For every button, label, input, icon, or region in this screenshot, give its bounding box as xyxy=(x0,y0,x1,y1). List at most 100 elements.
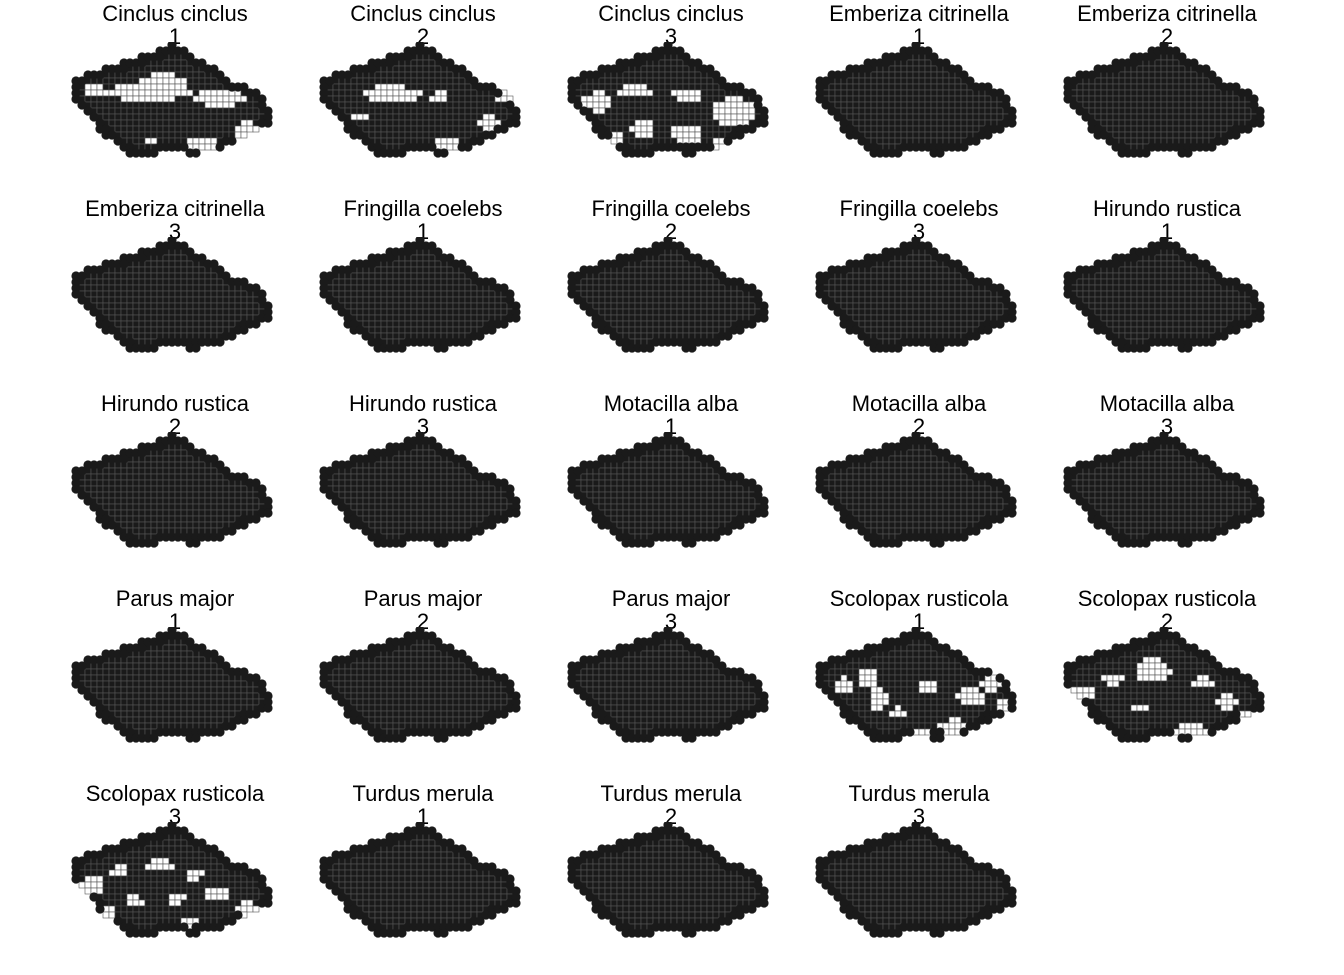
grid-cell-occupied xyxy=(482,296,490,304)
grid-cell-occupied xyxy=(828,83,836,91)
grid-cell-occupied xyxy=(1184,107,1192,115)
grid-cell-occupied xyxy=(694,266,702,274)
occupancy-blob xyxy=(839,70,849,80)
grid-cell-occupied xyxy=(1082,284,1090,292)
grid-cell-occupied xyxy=(622,296,630,304)
grid-cell-occupied xyxy=(646,260,654,268)
grid-cell-occupied xyxy=(1166,302,1174,310)
grid-cell-occupied xyxy=(670,266,678,274)
grid-cell-occupied xyxy=(900,77,908,85)
grid-cell-occupied xyxy=(1136,302,1144,310)
map-panel: Fringilla coelebs 2 xyxy=(547,195,795,390)
occupancy-blob xyxy=(445,253,455,263)
grid-cell-occupied xyxy=(156,326,164,334)
grid-cell-occupied xyxy=(990,101,998,109)
grid-cell-occupied xyxy=(706,326,714,334)
grid-cell-occupied xyxy=(900,314,908,322)
grid-cell-occupied xyxy=(392,266,400,274)
grid-cell-occupied xyxy=(622,266,630,274)
grid-cell-occupied xyxy=(1142,131,1150,139)
grid-cell-occupied xyxy=(912,83,920,91)
grid-cell-occupied xyxy=(458,113,466,121)
grid-cell-occupied xyxy=(1142,296,1150,304)
grid-cell-empty xyxy=(386,89,394,97)
grid-cell-occupied xyxy=(428,65,436,73)
grid-cell-occupied xyxy=(894,296,902,304)
occupancy-blob xyxy=(899,52,909,62)
grid-cell-occupied xyxy=(906,278,914,286)
grid-cell-occupied xyxy=(1142,95,1150,103)
grid-cell-occupied xyxy=(930,101,938,109)
grid-cell-occupied xyxy=(174,65,182,73)
grid-cell-occupied xyxy=(888,71,896,79)
grid-cell-occupied xyxy=(84,284,92,292)
grid-cell-occupied xyxy=(894,308,902,316)
occupancy-blob xyxy=(215,142,225,152)
grid-cell-occupied xyxy=(204,314,212,322)
grid-cell-occupied xyxy=(858,284,866,292)
grid-cell-occupied xyxy=(1130,137,1138,145)
grid-cell-occupied xyxy=(900,266,908,274)
grid-cell-occupied xyxy=(452,272,460,280)
grid-cell-occupied xyxy=(604,113,612,121)
grid-cell-occupied xyxy=(972,314,980,322)
grid-cell-occupied xyxy=(924,83,932,91)
grid-cell-occupied xyxy=(852,308,860,316)
occupancy-blob xyxy=(1105,331,1115,341)
grid-cell-occupied xyxy=(1142,71,1150,79)
grid-cell-occupied xyxy=(1226,290,1234,298)
grid-cell-occupied xyxy=(918,113,926,121)
grid-cell-occupied xyxy=(476,296,484,304)
grid-cell-occupied xyxy=(362,101,370,109)
grid-cell-occupied xyxy=(676,77,684,85)
occupancy-blob xyxy=(603,130,613,140)
grid-cell-occupied xyxy=(488,107,496,115)
grid-cell-occupied xyxy=(634,113,642,121)
grid-cell-occupied xyxy=(1166,314,1174,322)
grid-cell-occupied xyxy=(1154,302,1162,310)
grid-cell-occupied xyxy=(374,284,382,292)
grid-cell-occupied xyxy=(464,284,472,292)
grid-cell-empty xyxy=(592,101,600,109)
occupancy-blob xyxy=(239,82,249,92)
grid-cell-occupied xyxy=(108,308,116,316)
grid-cell-occupied xyxy=(966,320,974,328)
grid-cell-occupied xyxy=(374,272,382,280)
grid-cell-occupied xyxy=(906,125,914,133)
grid-cell-occupied xyxy=(1238,302,1246,310)
grid-cell-occupied xyxy=(144,308,152,316)
grid-cell-occupied xyxy=(1154,254,1162,262)
grid-cell-empty xyxy=(640,119,648,127)
grid-cell-occupied xyxy=(132,101,140,109)
grid-cell-occupied xyxy=(954,107,962,115)
grid-cell-occupied xyxy=(380,77,388,85)
grid-cell-occupied xyxy=(1136,296,1144,304)
grid-cell-occupied xyxy=(180,461,188,469)
grid-cell-occupied xyxy=(846,83,854,91)
grid-cell-empty xyxy=(234,95,242,103)
grid-cell-occupied xyxy=(864,284,872,292)
grid-cell-occupied xyxy=(398,137,406,145)
grid-cell-occupied xyxy=(972,320,980,328)
grid-cell-occupied xyxy=(410,314,418,322)
grid-cell-occupied xyxy=(452,314,460,322)
grid-cell-occupied xyxy=(126,320,134,328)
grid-cell-occupied xyxy=(616,308,624,316)
occupancy-blob xyxy=(863,259,873,269)
grid-cell-occupied xyxy=(640,71,648,79)
grid-cell-occupied xyxy=(652,302,660,310)
grid-cell-occupied xyxy=(870,119,878,127)
grid-cell-occupied xyxy=(1232,101,1240,109)
grid-cell-occupied xyxy=(252,308,260,316)
grid-cell-occupied xyxy=(1208,125,1216,133)
distribution-map xyxy=(567,42,769,158)
grid-cell-empty xyxy=(374,89,382,97)
grid-cell-occupied xyxy=(930,107,938,115)
occupancy-blob xyxy=(385,253,395,263)
grid-cell-occupied xyxy=(1208,320,1216,328)
grid-cell-occupied xyxy=(186,95,194,103)
grid-cell-occupied xyxy=(1190,320,1198,328)
grid-cell-occupied xyxy=(610,95,618,103)
grid-cell-occupied xyxy=(222,119,230,127)
grid-cell-occupied xyxy=(1106,290,1114,298)
